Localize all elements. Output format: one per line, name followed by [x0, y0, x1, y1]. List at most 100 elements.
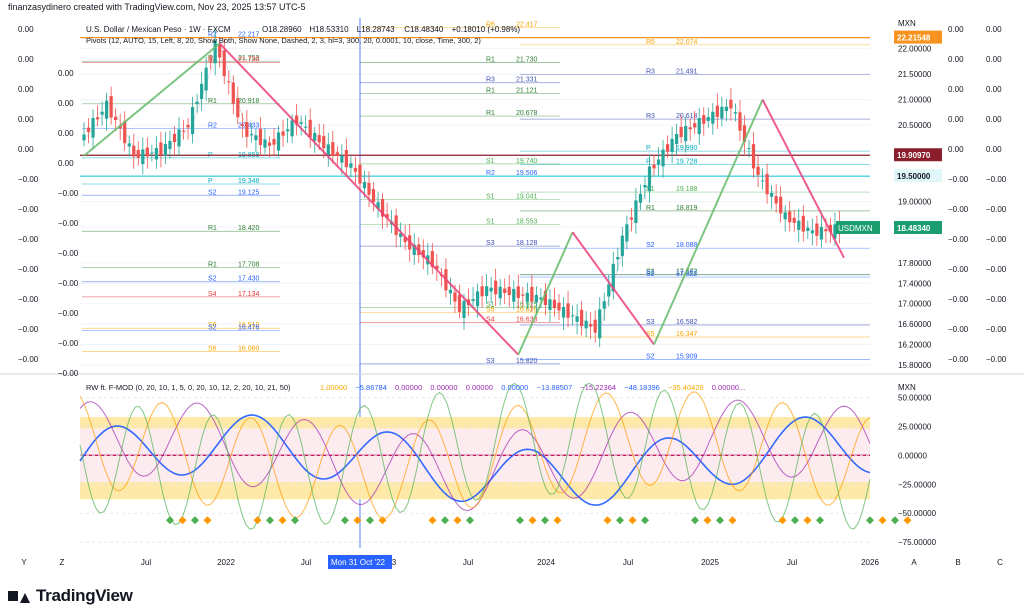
osc-signal-marker — [441, 516, 449, 525]
osc-tick-label: 0.00000 — [898, 451, 927, 460]
candle-body — [561, 306, 566, 318]
pivot-label: R1 — [208, 262, 217, 269]
osc-signal-marker — [341, 516, 349, 525]
candle-body — [91, 118, 95, 138]
candle-body — [598, 309, 602, 339]
candle-body — [747, 148, 751, 150]
pivot-label: R3 — [646, 69, 655, 76]
osc-signal-marker — [541, 516, 549, 525]
osc-curve — [79, 391, 871, 520]
pivot-label: S2 — [646, 242, 655, 249]
side-scale-label: 0.00 — [986, 115, 1002, 124]
candle-body — [394, 215, 398, 236]
side-scale-label: −0.00 — [58, 309, 79, 318]
candle-body — [471, 299, 475, 301]
pivot-value: 16.582 — [676, 319, 698, 326]
candle-body — [254, 135, 258, 141]
osc-signal-marker — [628, 516, 637, 525]
osc-legend-value: 0.00000 — [501, 383, 528, 392]
osc-signal-marker — [166, 516, 174, 525]
price-tick-label: 16.20000 — [898, 340, 932, 349]
candle-body — [629, 217, 633, 220]
time-axis-label: Jul — [463, 558, 473, 567]
osc-signal-marker — [366, 516, 374, 525]
side-scale-label: 0.00 — [948, 25, 964, 34]
candle-body — [231, 82, 235, 104]
pivot-label: S5 — [486, 307, 495, 314]
candle-body — [801, 215, 805, 232]
symbol-line: U.S. Dollar / Mexican Peso · 1W · FXCM — [86, 25, 231, 34]
candle-body — [498, 286, 502, 299]
side-scale-label: 0.00 — [948, 145, 964, 154]
osc-signal-marker — [603, 516, 612, 525]
pivot-label: R2 — [486, 170, 495, 177]
candle-body — [652, 164, 656, 169]
pivot-value: 18.819 — [676, 205, 698, 212]
candle-body — [295, 115, 299, 125]
osc-signal-marker — [791, 516, 799, 525]
side-scale-label: 0.00 — [58, 99, 74, 108]
candle-body — [227, 81, 231, 83]
pivot-value: 21.730 — [238, 56, 260, 63]
candle-body — [412, 244, 416, 255]
time-axis-label: 2026 — [861, 558, 879, 567]
candle-body — [331, 142, 335, 156]
candle-body — [729, 99, 733, 109]
osc-signal-marker — [528, 516, 537, 525]
candle-body — [380, 199, 385, 217]
osc-signal-marker — [291, 516, 299, 525]
candle-body — [362, 182, 367, 189]
pivot-label: R1 — [646, 205, 655, 212]
candle-body — [625, 224, 629, 242]
candle-body — [200, 83, 204, 99]
price-badge — [894, 169, 942, 183]
oscillator-name: RW ft. F-MOD (0, 20, 10, 1, 5, 0, 20, 10… — [86, 383, 291, 392]
candle-body — [770, 193, 774, 197]
pivot-value: 22.217 — [238, 32, 260, 39]
osc-signal-marker — [866, 516, 874, 525]
pivot-value: 19.125 — [238, 189, 260, 196]
candle-body — [543, 290, 548, 306]
candle-body — [105, 100, 109, 119]
candle-body — [530, 286, 534, 302]
osc-legend-value: 0.00000 — [466, 383, 493, 392]
side-scale-label: −0.00 — [986, 325, 1007, 334]
side-scale-label: −0.00 — [986, 175, 1007, 184]
side-scale-label: 0.00 — [18, 25, 34, 34]
pivot-value: 18.553 — [516, 218, 538, 225]
candle-body — [480, 286, 484, 297]
osc-signal-marker — [278, 516, 287, 525]
price-chart-svg[interactable]: R2 21.753 R1 21.730 R3 21.491 R1 20.918 R1 20.678… — [0, 14, 1024, 578]
price-tick-label: 22.00000 — [898, 45, 932, 54]
pivot-value: 16.519 — [238, 322, 260, 329]
candle-body — [697, 118, 701, 135]
pivot-value: 16.476 — [238, 324, 260, 331]
osc-curve — [79, 414, 871, 506]
pivot-label: S1 — [486, 158, 495, 165]
candle-body — [448, 289, 453, 294]
side-scale-label: −0.00 — [986, 235, 1007, 244]
osc-signal-marker — [716, 516, 724, 525]
pivot-value: 16.925 — [516, 302, 538, 309]
candle-body — [580, 309, 584, 327]
ohlc-value: H18.53310 — [309, 25, 349, 34]
chart-area[interactable]: R2 21.753 R1 21.730 R3 21.491 R1 20.918 R1 20.678… — [0, 14, 1024, 578]
side-scale-label: 0.00 — [18, 55, 34, 64]
pivot-value: 20.618 — [676, 113, 698, 120]
side-scale-label: −0.00 — [18, 175, 39, 184]
time-axis-label: Jul — [787, 558, 797, 567]
pivot-value: 21.331 — [516, 77, 538, 84]
price-badge-label: 22.21548 — [897, 34, 931, 43]
currency-label: MXN — [898, 19, 916, 28]
price-tick-label: 19.00000 — [898, 198, 932, 207]
candle-body — [123, 121, 127, 144]
side-scale-label: −0.00 — [58, 219, 79, 228]
candle-body — [145, 147, 149, 157]
time-axis-label: B — [955, 558, 960, 567]
pivot-label: R6 — [486, 21, 495, 28]
price-tick-label: 17.00000 — [898, 300, 932, 309]
pivot-value: 21.753 — [238, 55, 260, 62]
side-scale-label: −0.00 — [948, 205, 969, 214]
tradingview-logo[interactable]: TradingView — [8, 586, 133, 606]
candle-body — [693, 123, 697, 128]
